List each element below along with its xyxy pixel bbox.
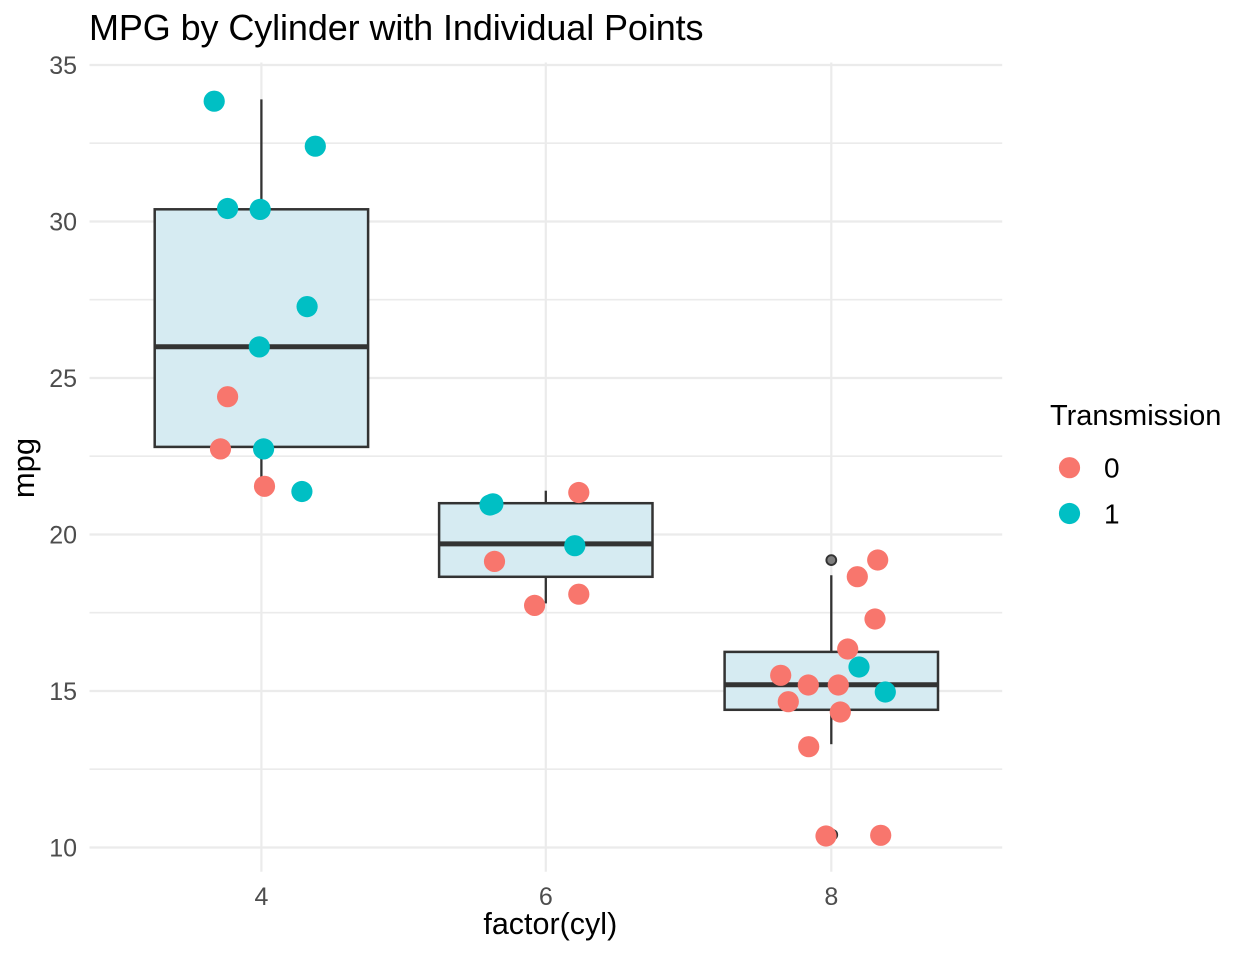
svg-text:mpg: mpg bbox=[6, 438, 41, 498]
svg-text:factor(cyl): factor(cyl) bbox=[483, 907, 617, 941]
svg-text:4: 4 bbox=[254, 883, 268, 911]
svg-text:8: 8 bbox=[824, 883, 838, 911]
svg-text:10: 10 bbox=[49, 834, 77, 862]
svg-text:6: 6 bbox=[539, 883, 553, 911]
svg-text:35: 35 bbox=[49, 52, 77, 80]
svg-text:15: 15 bbox=[49, 678, 77, 706]
svg-text:20: 20 bbox=[49, 521, 77, 549]
svg-text:1: 1 bbox=[1104, 498, 1120, 529]
svg-text:25: 25 bbox=[49, 365, 77, 393]
svg-text:Transmission: Transmission bbox=[1050, 400, 1221, 432]
svg-text:0: 0 bbox=[1104, 453, 1120, 484]
svg-text:30: 30 bbox=[49, 208, 77, 236]
svg-text:MPG by Cylinder with Individua: MPG by Cylinder with Individual Points bbox=[89, 7, 703, 48]
